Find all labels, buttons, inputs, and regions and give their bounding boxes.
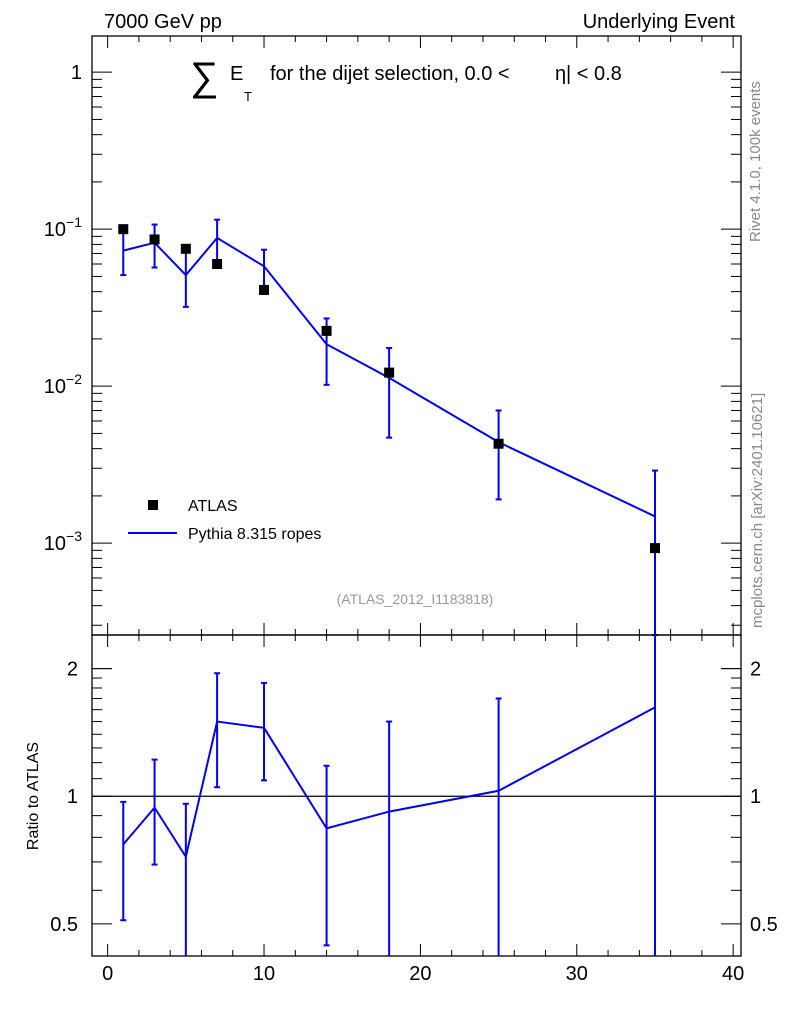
ratio-y-tick-label-right: 1: [750, 786, 761, 808]
atlas-marker: [321, 325, 332, 336]
ratio-y-tick-label-right: 0.5: [750, 914, 778, 936]
analysis-label: (ATLAS_2012_I1183818): [337, 591, 494, 607]
ratio-y-axis-label: Ratio to ATLAS: [25, 742, 42, 850]
ratio-y-tick-label-right: 2: [750, 659, 761, 681]
x-tick-label: 30: [566, 963, 588, 985]
main-y-tick-labels: 1 10−1 10−2 10−3: [44, 62, 82, 555]
y-tick-label: 10−3: [44, 528, 82, 555]
title-variable: E: [230, 63, 243, 85]
title-text: for the dijet selection, 0.0 <: [270, 63, 510, 85]
main-axis-ticks: [92, 36, 741, 635]
pythia-line: [123, 236, 656, 518]
ratio-y-tick-label: 0.5: [50, 914, 78, 936]
energy-label: 7000 GeV pp: [104, 11, 222, 33]
atlas-marker: [384, 367, 395, 378]
ratio-line: [122, 706, 656, 860]
atlas-marker: [259, 284, 270, 295]
plot-title: ∑ E T for the dijet selection, 0.0 < η |…: [190, 55, 622, 104]
x-tick-label: 40: [722, 963, 744, 985]
atlas-marker: [180, 243, 191, 254]
title-end: | < 0.8: [566, 63, 622, 85]
legend-marker-atlas: [148, 500, 158, 510]
legend: ATLAS Pythia 8.315 ropes: [128, 498, 321, 543]
legend-label-pythia: Pythia 8.315 ropes: [188, 526, 321, 543]
y-tick-label: 10−2: [44, 371, 82, 398]
main-data-layer: [118, 218, 660, 636]
atlas-marker: [493, 438, 504, 449]
ratio-y-tick-label: 2: [67, 659, 78, 681]
ratio-panel: 0.5 0.5 1 1 2 2 Ratio to ATLAS: [25, 634, 778, 957]
title-eta: η: [555, 63, 566, 85]
source-info: mcplots.cern.ch [arXiv:2401.10621]: [749, 393, 766, 628]
main-plot-frame: [91, 35, 742, 636]
ratio-y-tick-labels: 0.5 0.5 1 1 2 2: [50, 659, 778, 936]
title-subscript: T: [244, 89, 252, 104]
x-tick-labels: 0 10 20 30 40: [102, 963, 744, 985]
process-label: Underlying Event: [583, 11, 736, 33]
ratio-axis-ticks: [92, 635, 741, 956]
legend-label-atlas: ATLAS: [188, 498, 238, 515]
y-tick-label: 1: [71, 62, 82, 84]
title-sum-symbol: ∑: [190, 55, 219, 99]
atlas-marker: [149, 234, 160, 245]
ratio-plot-frame: [91, 634, 742, 957]
ratio-y-tick-label: 1: [67, 786, 78, 808]
atlas-marker: [649, 543, 660, 554]
generator-info: Rivet 4.1.0, 100k events: [747, 81, 764, 242]
atlas-marker: [118, 224, 129, 235]
x-tick-label: 10: [253, 963, 275, 985]
atlas-marker: [212, 258, 223, 269]
ratio-data-layer: [92, 635, 741, 956]
y-tick-label: 10−1: [44, 214, 82, 241]
x-tick-label: 0: [102, 963, 113, 985]
main-panel: 1 10−1 10−2 10−3 ∑ E T for the dijet select…: [44, 35, 742, 636]
x-tick-label: 20: [409, 963, 431, 985]
